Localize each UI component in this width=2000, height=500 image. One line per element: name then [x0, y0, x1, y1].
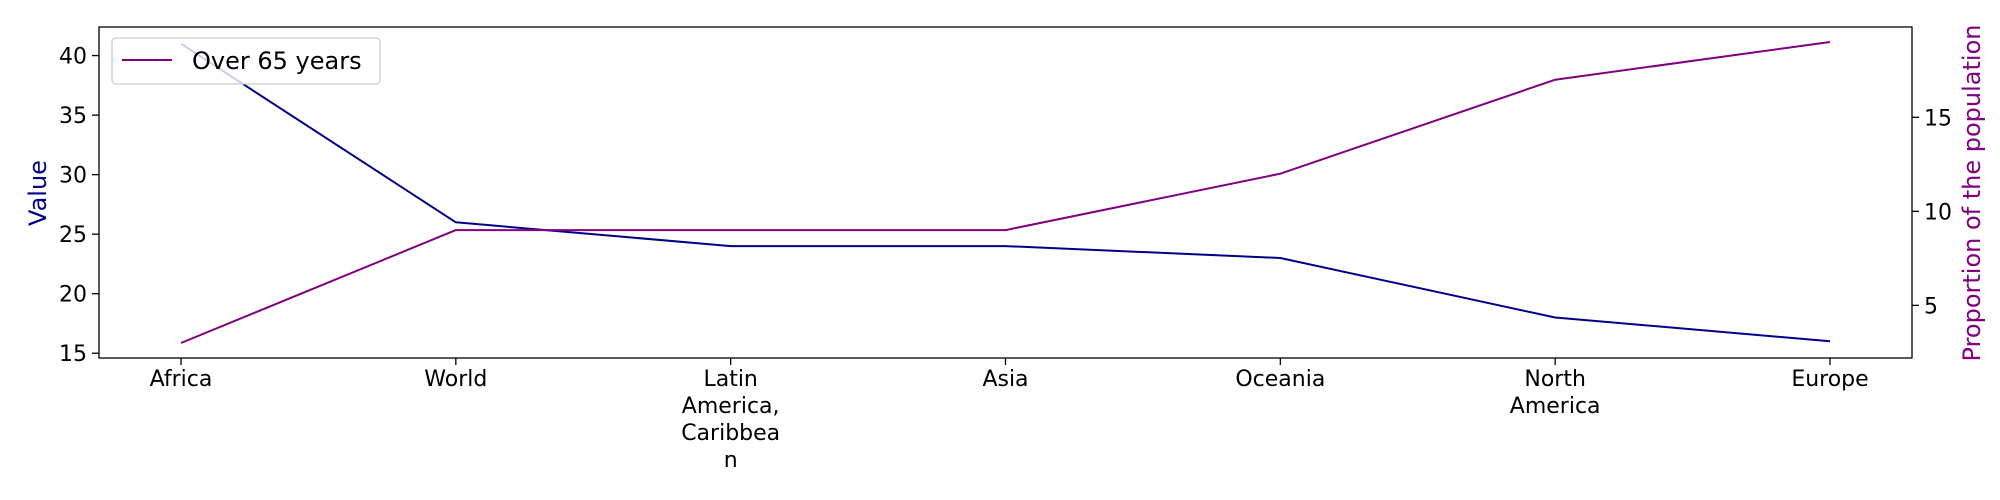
right-tick-label: 10 [1924, 200, 1952, 225]
left-tick-label: 35 [59, 104, 87, 129]
x-tick-label: Asia [982, 367, 1028, 392]
x-tick-label-line: World [424, 367, 487, 392]
y-axis-title-left: Value [24, 160, 52, 226]
x-tick-label-line: Africa [150, 367, 213, 392]
x-tick-label: World [424, 367, 487, 392]
y-axis-title-right: Proportion of the population [1958, 25, 1986, 362]
legend-box [111, 37, 381, 85]
right-tick-label: 15 [1924, 106, 1952, 131]
series-line-value [180, 42, 1831, 343]
x-tick-label: Africa [150, 367, 213, 392]
x-tick-label: Europe [1791, 367, 1868, 392]
left-tick-label: 40 [59, 45, 87, 70]
plot-area [98, 26, 1913, 359]
right-tick-label: 5 [1924, 294, 1938, 319]
legend: Over 65 years [111, 37, 381, 85]
x-tick-label: Oceania [1235, 367, 1325, 392]
series-lines [180, 41, 1831, 344]
x-tick-label-line: America [1510, 394, 1601, 419]
legend-entry-label: Over 65 years [192, 47, 362, 75]
x-tick-label-line: Asia [982, 367, 1028, 392]
x-tick-label-line: America, [682, 394, 780, 419]
x-tick-label-line: n [724, 448, 738, 473]
x-tick-label-line: Latin [703, 367, 757, 392]
left-tick-label: 20 [59, 283, 87, 308]
left-tick-label: 30 [59, 164, 87, 189]
x-tick-label-line: Europe [1791, 367, 1868, 392]
x-tick-label-line: Oceania [1235, 367, 1325, 392]
x-tick-label-line: North [1524, 367, 1586, 392]
left-tick-label: 25 [59, 223, 87, 248]
x-tick-label: North America [1510, 367, 1601, 419]
x-tick-label-line: Caribbea [681, 421, 780, 446]
left-tick-label: 15 [59, 342, 87, 367]
x-tick-label: Latin America, Caribbea n [681, 367, 780, 473]
left-axis-ticks: 15 20 25 30 35 40 [59, 45, 99, 367]
series-line-over-65 [180, 41, 1831, 344]
x-axis-ticks: Africa World Latin America, Caribbea n Asia Oce… [150, 358, 1869, 473]
right-axis-ticks: 5 10 15 [1912, 106, 1952, 319]
